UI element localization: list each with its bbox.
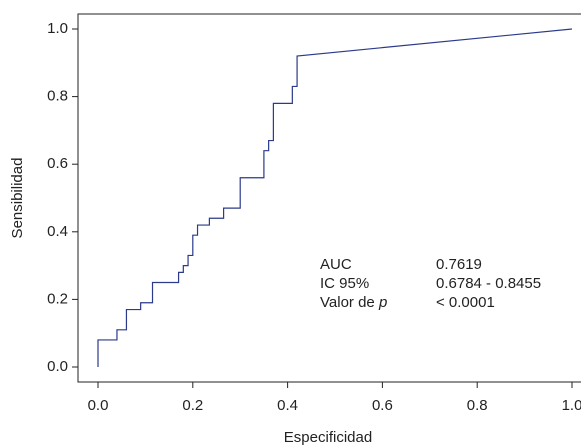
y-tick-label: 0.8 (47, 88, 68, 105)
x-tick-label: 0.8 (467, 397, 488, 414)
x-tick-label: 0.2 (182, 397, 203, 414)
x-tick-label: 0.0 (88, 397, 109, 414)
annotation-label-text: AUC (320, 256, 352, 273)
annotation-value: 0.7619 (436, 256, 482, 273)
annotation-label: Valor de p (320, 294, 387, 311)
annotation-label: AUC (320, 256, 352, 273)
annotation-value: < 0.0001 (436, 294, 495, 311)
y-axis-title: Sensibilidad (9, 158, 26, 239)
x-axis-title: Especificidad (284, 429, 372, 446)
y-tick-label: 0.4 (47, 223, 68, 240)
y-tick-label: 0.2 (47, 290, 68, 307)
x-tick-label: 1.0 (562, 397, 581, 414)
annotation-label-text: Valor de (320, 294, 375, 311)
x-tick-label: 0.6 (372, 397, 393, 414)
roc-curve (97, 28, 573, 367)
plot-frame (77, 13, 581, 383)
x-tick-label: 0.4 (277, 397, 298, 414)
y-tick-label: 0.0 (47, 358, 68, 375)
y-tick-label: 0.6 (47, 155, 68, 172)
annotation-label-italic: p (378, 294, 387, 311)
y-tick-label: 1.0 (47, 20, 68, 37)
annotation-label: IC 95% (320, 275, 369, 292)
annotation-value: 0.6784 - 0.8455 (436, 275, 541, 292)
annotation-label-text: IC 95% (320, 275, 369, 292)
